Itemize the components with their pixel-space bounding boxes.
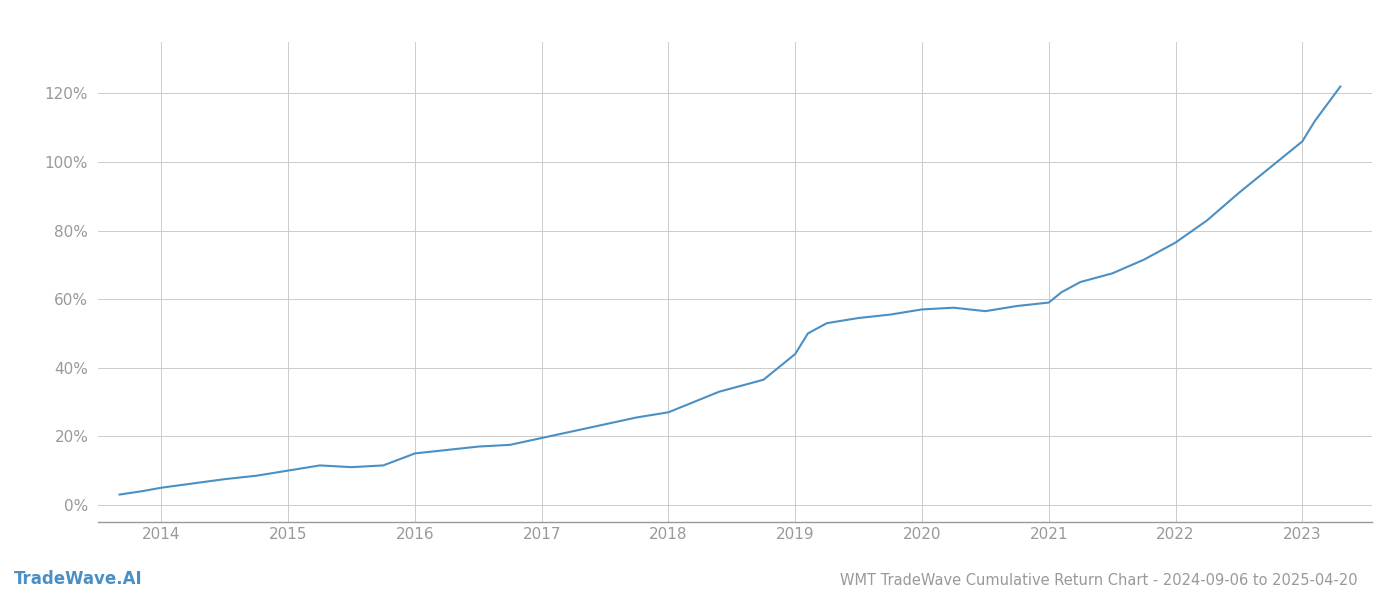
Text: WMT TradeWave Cumulative Return Chart - 2024-09-06 to 2025-04-20: WMT TradeWave Cumulative Return Chart - … [840, 573, 1358, 588]
Text: TradeWave.AI: TradeWave.AI [14, 570, 143, 588]
